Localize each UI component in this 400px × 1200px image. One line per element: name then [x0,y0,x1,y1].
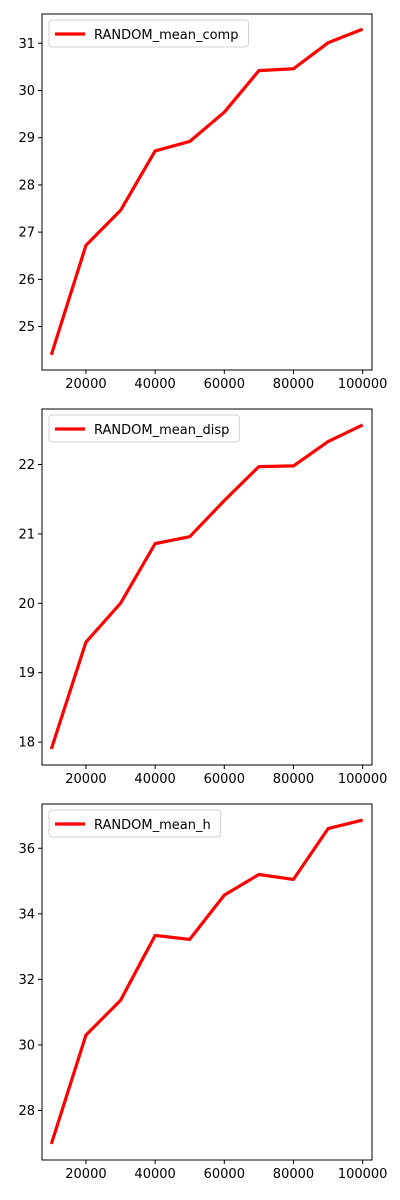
x-tick-label: 60000 [204,1167,245,1182]
legend-box [48,809,222,838]
x-tick-label: 40000 [134,772,175,787]
legend-box [48,414,240,443]
x-tick-label: 80000 [273,772,314,787]
y-tick-label: 19 [18,666,35,681]
x-tick-label: 80000 [273,377,314,392]
x-tick-label: 60000 [204,772,245,787]
y-tick-label: 22 [18,458,35,473]
y-tick-label: 30 [18,84,35,99]
y-tick-label: 20 [18,597,35,612]
y-tick-label: 25 [18,320,35,335]
y-tick-label: 26 [18,273,35,288]
x-tick-label: 100000 [338,1167,388,1182]
y-tick-label: 29 [18,131,35,146]
x-tick-label: 80000 [273,1167,314,1182]
x-tick-label: 60000 [204,377,245,392]
x-tick-label: 100000 [338,377,388,392]
legend-label: RANDOM_mean_disp [94,423,229,438]
legend-label: RANDOM_mean_comp [94,28,238,43]
x-tick-label: 20000 [65,1167,106,1182]
legend-label: RANDOM_mean_h [94,818,211,833]
series-line-RANDOM_mean_comp [49,27,364,356]
x-tick-label: 40000 [134,377,175,392]
series-line-RANDOM_mean_disp [49,423,364,750]
x-tick-label: 40000 [134,1167,175,1182]
y-tick-label: 30 [18,1038,35,1053]
chart-panel-1: 20000 40000 60000 80000 100000 25 26 27 28 29 30 31… [18,13,388,392]
x-tick-label: 20000 [65,772,106,787]
plot-frame [41,803,373,1161]
y-tick-label: 28 [18,178,35,193]
x-tick-label: 100000 [338,772,388,787]
legend: RANDOM_mean_comp [48,19,249,48]
series-line-RANDOM_mean_h [49,818,364,1145]
y-tick-label: 32 [18,973,35,988]
y-tick-label: 27 [18,226,35,241]
y-tick-label: 21 [18,527,35,542]
legend: RANDOM_mean_disp [48,414,240,443]
y-tick-label: 28 [18,1104,35,1119]
x-tick-label: 20000 [65,377,106,392]
plot-frame [41,408,373,766]
chart-panel-2: 20000 40000 60000 80000 100000 18 19 20 21 22 RAND… [18,408,388,787]
y-tick-label: 31 [18,37,35,52]
y-tick-label: 36 [18,842,35,857]
plot-frame [41,13,373,371]
legend-box [48,19,249,48]
legend: RANDOM_mean_h [48,809,222,838]
y-tick-label: 34 [18,907,35,922]
chart-panel-3: 20000 40000 60000 80000 100000 28 30 32 34 36 RAND… [18,803,388,1182]
y-tick-label: 18 [18,736,35,751]
